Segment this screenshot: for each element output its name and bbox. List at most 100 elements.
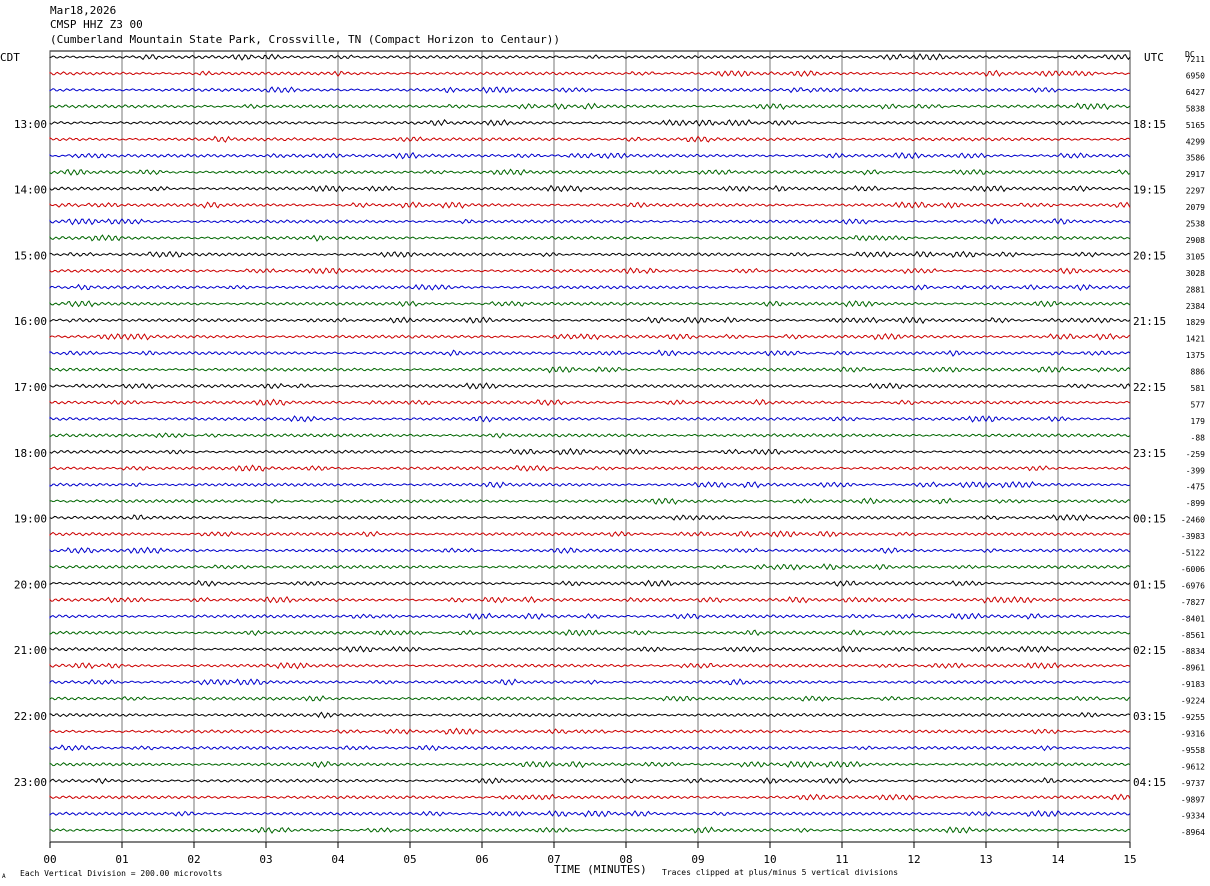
trace-line (49, 86, 1131, 94)
utc-hour-label: 18:15 (1133, 118, 1166, 131)
axis-labels: 00 01 02 03 04 05 06 07 08 09 10 11 12 13 14 15 7211 6950… (14, 55, 1205, 866)
cdt-hour-label: 14:00 (14, 184, 47, 197)
minute-tick-label: 10 (763, 853, 776, 866)
trace-line (49, 777, 1131, 785)
dc-offset-label: -5122 (1181, 549, 1205, 558)
minute-tick-label: 11 (835, 853, 848, 866)
trace-line (49, 563, 1131, 571)
dc-offset-label: -6976 (1181, 581, 1205, 590)
minute-tick-label: 02 (187, 853, 200, 866)
utc-hour-label: 01:15 (1133, 578, 1166, 591)
clip-note: Traces clipped at plus/minus 5 vertical … (662, 868, 898, 877)
utc-hour-label: 02:15 (1133, 644, 1166, 657)
cdt-hour-label: 20:00 (14, 578, 47, 591)
trace-line (49, 595, 1131, 604)
dc-offset-label: -9224 (1181, 697, 1205, 706)
minute-tick-label: 04 (331, 853, 345, 866)
trace-line (49, 447, 1131, 456)
dc-offset-label: 2079 (1186, 203, 1205, 212)
cdt-hour-label: 23:00 (14, 776, 47, 789)
utc-hour-label: 23:15 (1133, 447, 1166, 460)
dc-offset-label: -8961 (1181, 664, 1205, 673)
dc-offset-label: 3586 (1186, 154, 1205, 163)
minute-tick-label: 05 (403, 853, 416, 866)
dc-offset-label: 581 (1191, 384, 1206, 393)
trace-line (49, 184, 1131, 193)
dc-offset-label: 2538 (1186, 220, 1205, 229)
dc-offset-label: 577 (1191, 400, 1206, 409)
trace-line (49, 168, 1131, 176)
utc-hour-label: 22:15 (1133, 381, 1166, 394)
minute-tick-label: 13 (979, 853, 992, 866)
trace-line (49, 612, 1131, 621)
trace-line (49, 382, 1131, 390)
minute-tick-label: 08 (619, 853, 632, 866)
dc-offset-label: 2297 (1186, 187, 1205, 196)
utc-hour-label: 04:15 (1133, 776, 1166, 789)
dc-offset-label: -8401 (1181, 614, 1205, 623)
dc-offset-label: 6427 (1186, 88, 1205, 97)
dc-offset-label: -3983 (1181, 532, 1205, 541)
trace-line (49, 432, 1131, 439)
dc-offset-label: -8834 (1181, 647, 1205, 656)
minute-tick-label: 01 (115, 853, 128, 866)
plot-frame (49, 50, 1131, 843)
dc-offset-label: 886 (1191, 368, 1206, 377)
trace-line (49, 316, 1131, 325)
dc-offset-label: -9255 (1181, 713, 1205, 722)
dc-offset-label: 3105 (1186, 252, 1205, 261)
dc-offset-label: -8561 (1181, 631, 1205, 640)
dc-offset-label: -9897 (1181, 795, 1205, 804)
station-code: CMSP HHZ Z3 00 (50, 18, 143, 31)
dc-label: DC (1185, 50, 1195, 59)
utc-hour-label: 20:15 (1133, 249, 1166, 262)
dc-offset-label: -475 (1186, 483, 1205, 492)
trace-line (49, 629, 1131, 637)
trace-line (49, 217, 1131, 226)
cdt-hour-label: 18:00 (14, 447, 47, 460)
dc-offset-label: 5838 (1186, 104, 1205, 113)
trace-line (49, 579, 1131, 587)
utc-hour-label: 21:15 (1133, 315, 1166, 328)
dc-offset-label: 5165 (1186, 121, 1205, 130)
utc-hour-label: 03:15 (1133, 710, 1166, 723)
scale-note: Each Vertical Division = 200.00 microvol… (20, 869, 222, 878)
minute-tick-label: 14 (1051, 853, 1065, 866)
trace-line (49, 678, 1131, 686)
cdt-hour-label: 21:00 (14, 644, 47, 657)
cdt-hour-label: 19:00 (14, 513, 47, 526)
corner-mark: A (2, 873, 6, 880)
dc-offset-label: -9334 (1181, 812, 1205, 821)
trace-line (49, 760, 1131, 769)
trace-line (49, 645, 1131, 653)
cdt-hour-label: 22:00 (14, 710, 47, 723)
dc-offset-label: -6006 (1181, 565, 1205, 574)
dc-offset-label: 2384 (1186, 302, 1205, 311)
trace-line (49, 201, 1131, 209)
minute-tick-label: 09 (691, 853, 704, 866)
minute-tick-label: 15 (1123, 853, 1136, 866)
right-zone-label: UTC (1144, 51, 1164, 64)
dc-offset-label: 2881 (1186, 285, 1205, 294)
minute-tick-label: 00 (43, 853, 56, 866)
dc-offset-label: 6950 (1186, 71, 1205, 80)
trace-line (49, 102, 1131, 111)
trace-line (49, 727, 1131, 735)
dc-offset-label: -9737 (1181, 779, 1205, 788)
minute-tick-label: 07 (547, 853, 560, 866)
cdt-hour-label: 16:00 (14, 315, 47, 328)
dc-offset-label: -8964 (1181, 828, 1205, 837)
minute-tick-label: 06 (475, 853, 488, 866)
trace-line (49, 398, 1131, 407)
dc-offset-label: 3028 (1186, 269, 1205, 278)
trace-group (49, 53, 1131, 834)
dc-offset-label: -9316 (1181, 729, 1205, 738)
dc-offset-label: 2917 (1186, 170, 1205, 179)
trace-line (49, 546, 1131, 554)
dc-offset-label: 1375 (1186, 351, 1205, 360)
trace-line (49, 283, 1131, 292)
trace-line (49, 333, 1131, 341)
trace-line (49, 151, 1131, 160)
trace-line (49, 250, 1131, 258)
